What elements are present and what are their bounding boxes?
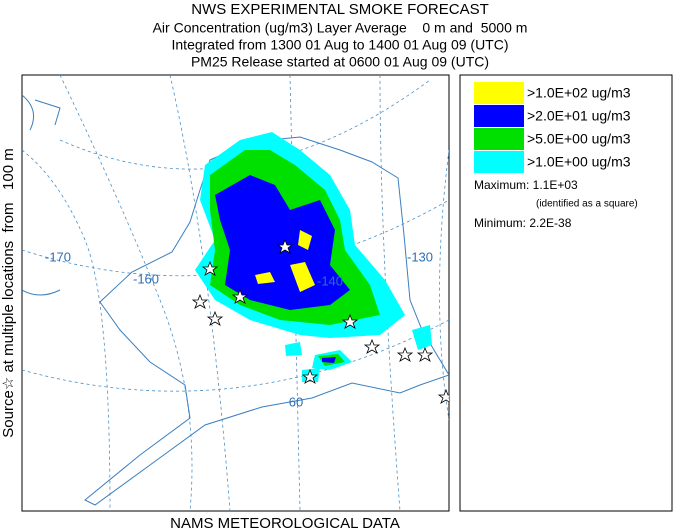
smoke-contour	[285, 342, 302, 356]
title: NWS EXPERIMENTAL SMOKE FORECAST	[191, 1, 489, 18]
subtitle: PM25 Release started at 0600 01 Aug 09 (…	[191, 54, 489, 70]
legend-label: >5.0E+00 ug/m3	[527, 131, 631, 147]
longitude-label: -170	[45, 249, 71, 264]
latitude-label: 60	[289, 394, 303, 409]
smoke-contour	[255, 272, 275, 284]
maximum: Maximum: 1.1E+03	[474, 178, 578, 192]
legend-swatch	[474, 82, 524, 104]
longitude-label: -160	[133, 271, 159, 286]
legend-swatch	[474, 128, 524, 150]
legend-swatch	[474, 105, 524, 127]
smoke-contour	[215, 175, 350, 310]
subtitle: Air Concentration (ug/m3) Layer Average …	[153, 20, 528, 36]
subtitle: Integrated from 1300 01 Aug to 1400 01 A…	[172, 37, 509, 53]
legend-label: >1.0E+00 ug/m3	[527, 154, 631, 170]
longitude-label: -130	[407, 249, 433, 264]
footer: NAMS METEOROLOGICAL DATA	[170, 515, 400, 532]
smoke-contour	[412, 325, 432, 350]
side-label: Source☆ at multiple locations from 100 m	[0, 148, 17, 437]
smoke-contour	[298, 230, 312, 250]
minimum: Minimum: 2.2E-38	[474, 216, 572, 230]
smoke	[195, 132, 432, 382]
source-markers	[191, 238, 449, 404]
legend-swatch	[474, 151, 524, 173]
coastline	[84, 136, 449, 506]
legend-label: >1.0E+02 ug/m3	[527, 85, 631, 101]
maximum-note: (identified as a square)	[536, 199, 638, 210]
smoke-contour	[290, 262, 315, 292]
longitude-label: -140	[317, 273, 343, 288]
legend-label: >2.0E+01 ug/m3	[527, 108, 631, 124]
legend: Maximum: 1.1E+03 (identified as a square…	[459, 74, 673, 512]
smoke-contour	[322, 357, 336, 363]
map: -170 -160 -140 -130 60	[21, 74, 450, 512]
